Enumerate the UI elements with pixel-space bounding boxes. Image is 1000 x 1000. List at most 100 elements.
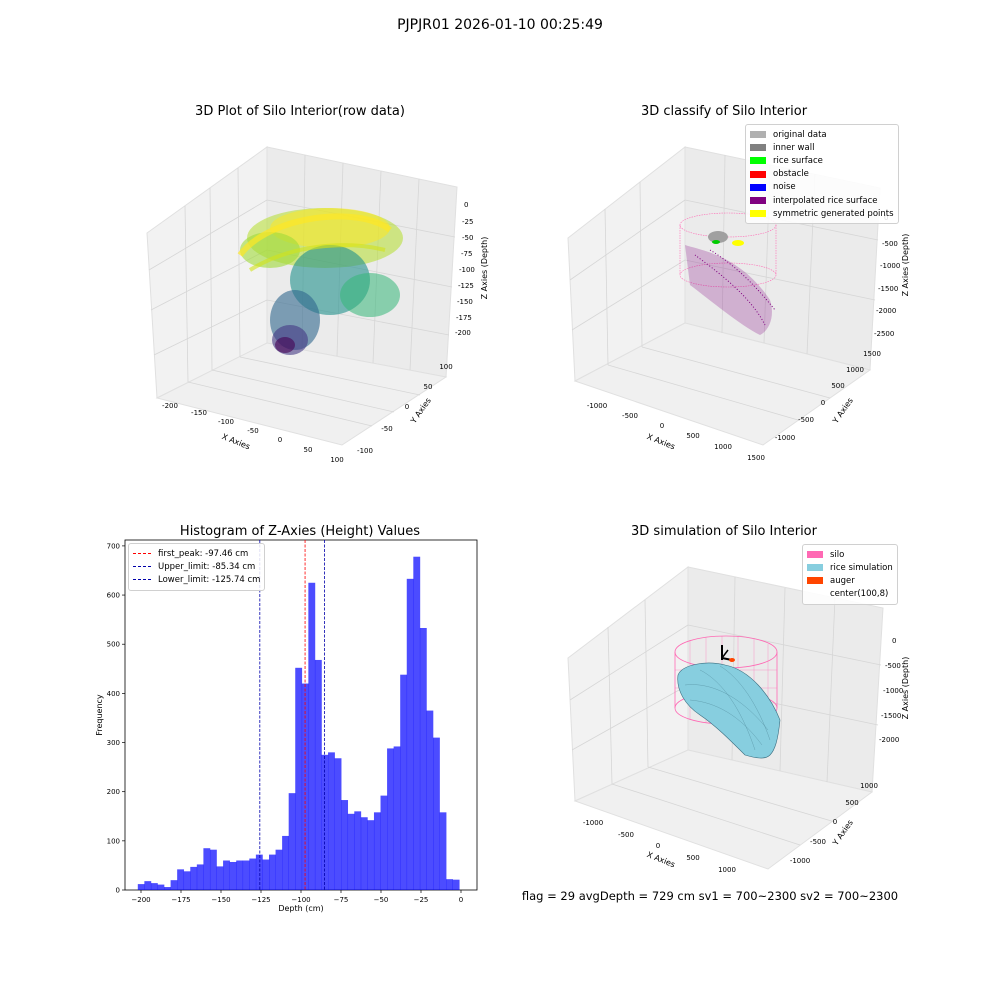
- histogram-bar: [393, 746, 401, 890]
- p1-ytick: 50: [424, 383, 433, 391]
- p2-xtick: 500: [686, 432, 699, 440]
- p2-ztick: -2000: [876, 307, 896, 315]
- panel4-axes-panes: [567, 565, 884, 870]
- panel1-data-points: [237, 208, 403, 355]
- p1-xtick: 100: [330, 456, 343, 464]
- p1-ytick: -50: [381, 425, 392, 433]
- p4-xtick: 500: [686, 854, 699, 862]
- p4-ytick: -1000: [790, 857, 810, 865]
- histogram-bar: [144, 881, 152, 890]
- figure-title: PJPJR01 2026-01-10 00:25:49: [397, 17, 603, 33]
- histogram-bar: [314, 659, 322, 890]
- p1-ytick: -100: [357, 447, 373, 455]
- p4-ytick: 1000: [860, 782, 878, 790]
- p2-ztick: -1000: [880, 262, 900, 270]
- panel2-title: 3D classify of Silo Interior: [640, 104, 808, 119]
- p4-ztick: 0: [892, 637, 896, 645]
- p2-xtick: 1500: [747, 454, 765, 462]
- p1-xtick: -200: [162, 402, 178, 410]
- p4-ztick: -1500: [881, 712, 901, 720]
- histogram-bar: [406, 578, 414, 890]
- p1-ztick: -175: [456, 314, 472, 322]
- legend-item: original data: [750, 128, 894, 141]
- histogram-bar: [196, 864, 204, 890]
- legend-item: obstacle: [750, 168, 894, 181]
- histogram-bar: [282, 835, 289, 890]
- histogram-bar: [164, 887, 171, 890]
- histogram-bar: [413, 556, 421, 890]
- p2-ztick: -2500: [874, 330, 894, 338]
- legend-item: noise: [750, 181, 894, 194]
- status-line: flag = 29 avgDepth = 729 cm sv1 = 700~23…: [521, 889, 899, 903]
- p1-ztick: -50: [462, 234, 473, 242]
- p1-ztick: -100: [459, 266, 475, 274]
- histogram-bar: [183, 871, 191, 890]
- histogram-bar: [301, 683, 309, 890]
- histogram-bar: [433, 737, 440, 890]
- histogram-x-ticks: −200 −175 −150 −125 −100 −75 −50 −25 0: [131, 890, 463, 904]
- histogram-bar: [269, 854, 276, 890]
- p4-ztick: -1000: [883, 687, 903, 695]
- histogram-bar: [170, 880, 178, 890]
- histogram-bar: [347, 813, 355, 890]
- histogram-y-tick-label: 100: [107, 837, 120, 845]
- histogram-y-tick-label: 0: [116, 887, 120, 895]
- histogram-bar: [400, 674, 408, 890]
- histogram-bar: [190, 866, 198, 890]
- p4-ytick: -500: [810, 838, 826, 846]
- p1-ztick: -25: [462, 218, 473, 226]
- p2-xtick: 1000: [714, 443, 732, 451]
- histogram-y-tick-label: 200: [107, 788, 120, 796]
- panel3-title: Histogram of Z-Axies (Height) Values: [179, 524, 421, 539]
- histogram-bar: [328, 752, 335, 890]
- p1-zlabel: Z Axies (Depth): [480, 237, 489, 300]
- histogram-y-tick-label: 300: [107, 739, 120, 747]
- panel2-legend: original data inner wall rice surface ob…: [745, 124, 899, 225]
- histogram-x-tick-label: 0: [459, 896, 463, 904]
- histogram-bar: [203, 848, 211, 890]
- legend-item: first_peak: -97.46 cm: [133, 547, 260, 560]
- histogram-bar: [373, 812, 381, 890]
- histogram-bar: [360, 817, 368, 890]
- histogram-x-tick-label: −75: [334, 896, 349, 904]
- histogram-y-tick-label: 400: [107, 690, 120, 698]
- histogram-x-tick-label: −25: [414, 896, 429, 904]
- histogram-bar: [288, 793, 296, 890]
- p4-xlabel: X Axies: [646, 850, 677, 869]
- histogram-bar: [249, 858, 257, 890]
- panel1-3d-scatter: -200 -150 -100 -50 0 50 100 -100 -50 0 5…: [146, 146, 489, 464]
- p1-xtick: -150: [191, 409, 207, 417]
- legend-item: interpolated rice surface: [750, 194, 894, 207]
- legend-item: rice simulation: [807, 561, 893, 574]
- p2-ytick: -1000: [775, 434, 795, 442]
- legend-item: silo: [807, 548, 893, 561]
- p1-ztick: -200: [455, 329, 471, 337]
- histogram-bar: [367, 820, 375, 890]
- histogram-bar: [354, 811, 362, 890]
- p1-ytick: 100: [439, 363, 452, 371]
- p2-ytick: -500: [798, 416, 814, 424]
- histogram-chart: −200 −175 −150 −125 −100 −75 −50 −25 0 0 100 200 30…: [95, 539, 478, 913]
- p2-ztick: -500: [882, 240, 898, 248]
- panel1-title: 3D Plot of Silo Interior(row data): [195, 104, 405, 119]
- p1-ytick: 0: [405, 403, 409, 411]
- histogram-y-tick-label: 700: [107, 542, 120, 550]
- histogram-bar: [452, 879, 460, 890]
- p4-xtick: -1000: [583, 819, 603, 827]
- p4-xtick: 1000: [718, 866, 736, 874]
- histogram-bar: [380, 795, 388, 890]
- histogram-bar: [426, 710, 434, 890]
- histogram-bar: [137, 884, 145, 890]
- p1-ztick: -75: [461, 250, 472, 258]
- histogram-bar: [321, 754, 329, 890]
- histogram-y-tick-label: 600: [107, 592, 120, 600]
- histogram-bar: [295, 667, 303, 890]
- histogram-bars: [137, 556, 460, 890]
- histogram-bar: [446, 879, 453, 890]
- histogram-bar: [308, 582, 316, 890]
- p1-ztick: 0: [464, 201, 468, 209]
- histogram-x-tick-label: −50: [374, 896, 389, 904]
- p1-ztick: -125: [458, 282, 474, 290]
- p2-ytick: 0: [821, 399, 825, 407]
- histogram-bar: [419, 627, 427, 890]
